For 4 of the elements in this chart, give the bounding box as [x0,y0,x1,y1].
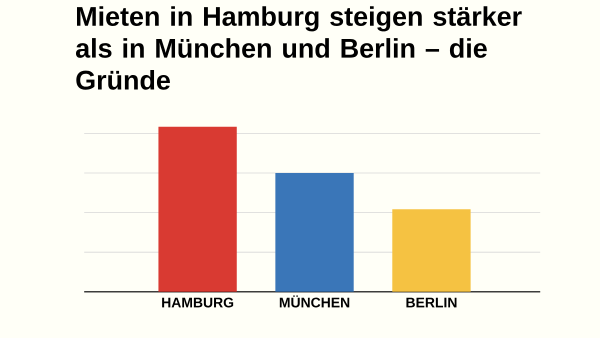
x-tick-label: MÜNCHEN [280,295,350,308]
x-tick-label: BERLIN [406,298,456,308]
chart-title: Mieten in Hamburg steigen stärker als in München und Berlin – die Gründe [76,6,522,90]
x-tick-label: HAMBURG [162,298,234,308]
